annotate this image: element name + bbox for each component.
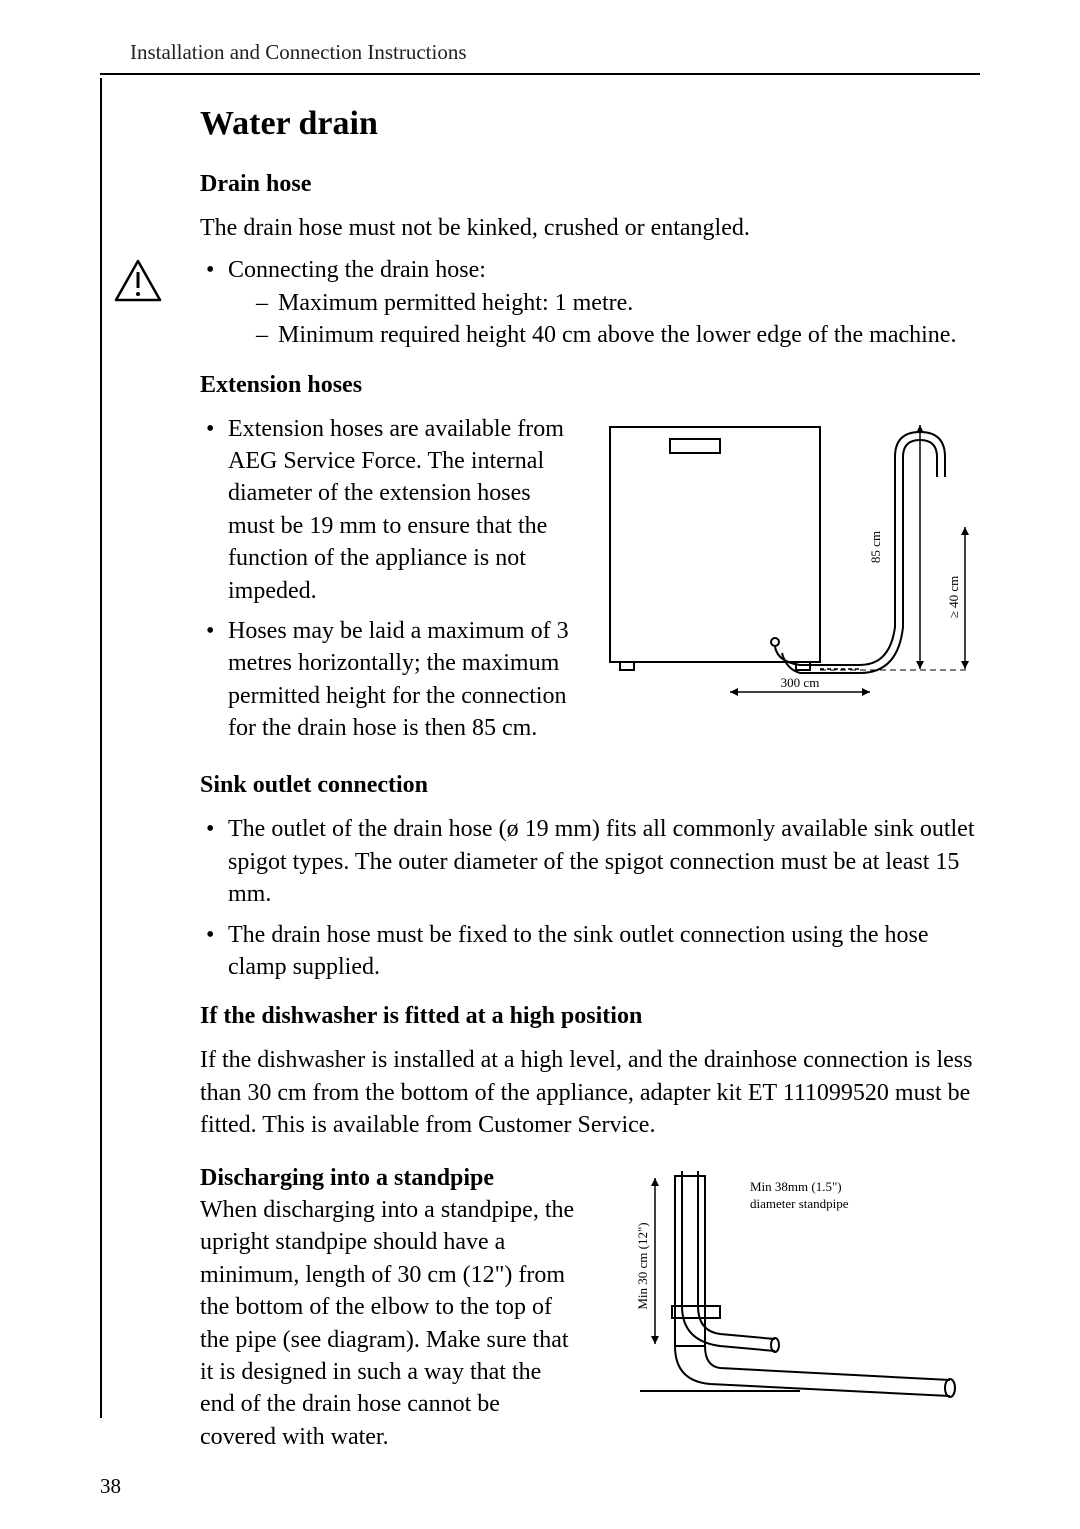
drain-hose-heading: Drain hose — [200, 171, 980, 198]
high-position-body: If the dishwasher is installed at a high… — [200, 1044, 980, 1141]
standpipe-heading: Discharging into a standpipe — [200, 1165, 494, 1191]
running-header: Installation and Connection Instructions — [100, 40, 980, 65]
drain-hose-dash: Minimum required height 40 cm above the … — [256, 319, 980, 351]
hose-diagram: 300 cm 85 cm ≥ 40 cm — [600, 417, 980, 707]
side-rule — [100, 78, 102, 1418]
drain-hose-dash: Maximum permitted height: 1 metre. — [256, 287, 980, 319]
sink-bullet: The outlet of the drain hose (ø 19 mm) f… — [200, 813, 980, 910]
standpipe-para: Discharging into a standpipe When discha… — [200, 1162, 580, 1454]
page-number: 38 — [100, 1474, 121, 1499]
extension-bullet: Hoses may be laid a maximum of 3 metres … — [200, 615, 580, 745]
label-300cm: 300 cm — [781, 675, 820, 690]
drain-hose-bullet: Connecting the drain hose: Maximum permi… — [200, 254, 980, 351]
extension-hoses-heading: Extension hoses — [200, 372, 980, 399]
standpipe-body: When discharging into a standpipe, the u… — [200, 1197, 574, 1450]
label-85cm: 85 cm — [868, 530, 883, 562]
warning-icon — [112, 258, 164, 309]
high-position-heading: If the dishwasher is fitted at a high po… — [200, 1003, 980, 1030]
sink-bullet: The drain hose must be fixed to the sink… — [200, 919, 980, 984]
bullet-text: Connecting the drain hose: — [228, 257, 486, 283]
standpipe-diagram: Min 30 cm (12") Min 38mm (1.5") diameter… — [600, 1166, 980, 1436]
label-standpipe: diameter standpipe — [750, 1196, 849, 1211]
drain-hose-warning: The drain hose must not be kinked, crush… — [200, 212, 980, 244]
label-40cm: ≥ 40 cm — [946, 575, 961, 618]
sink-outlet-heading: Sink outlet connection — [200, 772, 980, 799]
label-min30: Min 30 cm (12") — [635, 1222, 650, 1309]
extension-bullet: Extension hoses are available from AEG S… — [200, 413, 580, 607]
label-min38: Min 38mm (1.5") — [750, 1179, 842, 1194]
page-title: Water drain — [200, 105, 980, 143]
